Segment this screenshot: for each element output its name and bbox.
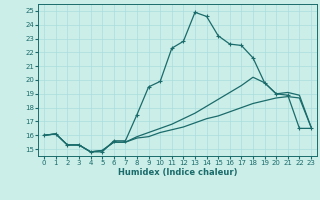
X-axis label: Humidex (Indice chaleur): Humidex (Indice chaleur) bbox=[118, 168, 237, 177]
